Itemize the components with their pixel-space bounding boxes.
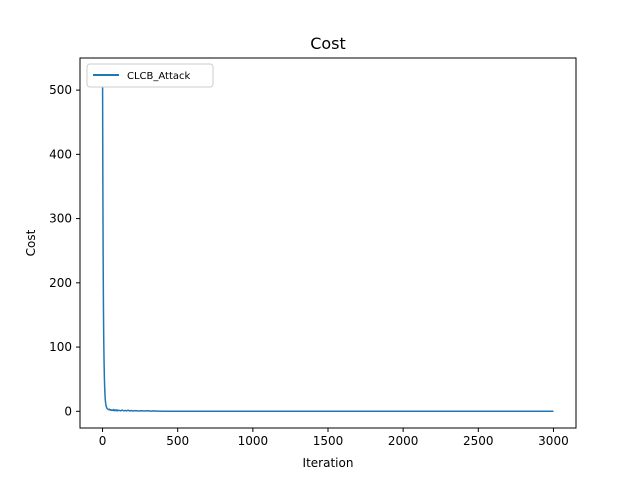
chart-title: Cost <box>310 34 346 53</box>
x-axis-label: Iteration <box>303 456 354 470</box>
y-tick-label-5: 500 <box>49 83 72 97</box>
series-line-0 <box>101 70 554 413</box>
y-tick-label-4: 400 <box>49 147 72 161</box>
legend-label: CLCB_Attack <box>127 71 191 82</box>
x-tick-label-2: 1000 <box>238 434 269 448</box>
legend-box <box>86 63 214 88</box>
y-axis-ticks: 0 100 200 300 400 500 <box>49 83 80 418</box>
y-tick-label-1: 100 <box>49 340 72 354</box>
legend: CLCB_Attack <box>86 63 214 88</box>
plot-area: 0 500 1000 1500 2000 2500 3000 0 100 200 300 400 50… <box>49 57 577 448</box>
x-axis-ticks: 0 500 1000 1500 2000 2500 3000 <box>99 428 569 448</box>
x-tick-label-4: 2000 <box>388 434 419 448</box>
y-axis-label: Cost <box>24 229 38 256</box>
x-tick-label-1: 500 <box>166 434 189 448</box>
y-tick-label-2: 200 <box>49 276 72 290</box>
x-tick-label-0: 0 <box>99 434 107 448</box>
x-tick-label-5: 2500 <box>463 434 494 448</box>
x-tick-label-3: 1500 <box>313 434 344 448</box>
series-layer <box>101 70 554 413</box>
y-tick-label-0: 0 <box>64 404 72 418</box>
y-tick-label-3: 300 <box>49 212 72 226</box>
x-tick-label-6: 3000 <box>538 434 569 448</box>
